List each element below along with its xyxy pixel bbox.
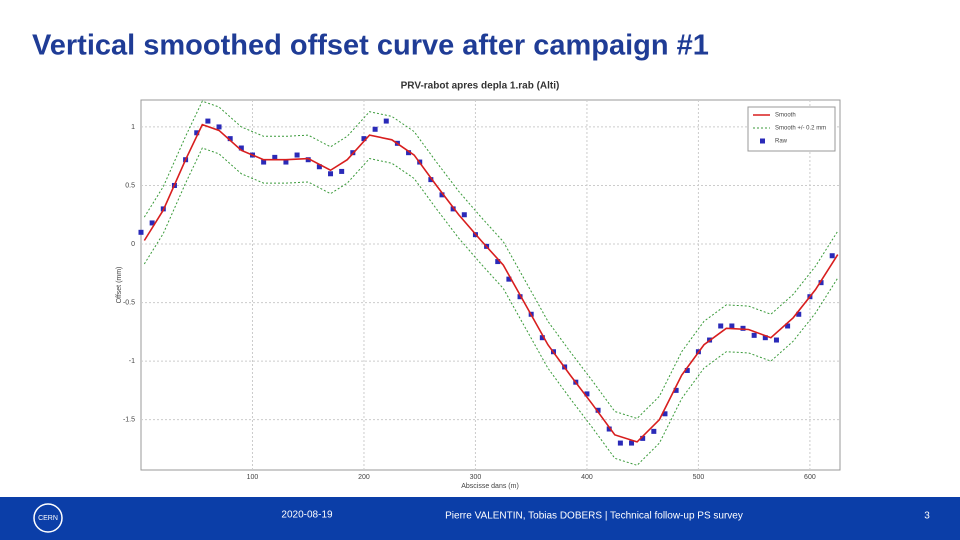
raw-point: [339, 168, 345, 174]
raw-point: [673, 387, 679, 393]
x-tick-label: 500: [693, 474, 705, 481]
y-axis-label: Offset (mm): [116, 267, 123, 304]
raw-point: [194, 130, 200, 136]
raw-point: [773, 337, 779, 343]
raw-point: [751, 332, 757, 338]
raw-point: [595, 407, 601, 413]
raw-point: [294, 152, 300, 158]
raw-point: [495, 259, 501, 265]
raw-point: [740, 325, 746, 331]
slide-title: Vertical smoothed offset curve after cam…: [32, 30, 709, 62]
logo: CERN: [38, 515, 58, 522]
y-tick-label: 0: [131, 241, 135, 248]
raw-point: [261, 159, 267, 165]
raw-point: [606, 426, 612, 432]
raw-point: [428, 177, 434, 183]
raw-point: [149, 220, 155, 226]
page-number: 3: [924, 511, 930, 522]
raw-point: [383, 118, 389, 124]
smooth-line: [143, 123, 839, 443]
raw-point: [785, 323, 791, 329]
raw-point: [629, 440, 635, 446]
raw-point: [316, 164, 322, 170]
legend-label: Raw: [775, 139, 788, 145]
band-lower: [143, 147, 839, 466]
raw-point: [461, 212, 467, 218]
raw-point: [539, 335, 545, 341]
x-tick-label: 600: [804, 474, 816, 481]
legend-swatch: [760, 138, 765, 144]
raw-point: [517, 294, 523, 300]
raw-point: [227, 136, 233, 142]
logo-ring: [33, 503, 63, 533]
raw-point: [729, 323, 735, 329]
y-tick-label: -1: [129, 358, 135, 365]
raw-point: [640, 435, 646, 441]
raw-point: [361, 136, 367, 142]
chart-title: PRV-rabot apres depla 1.rab (Alti): [401, 81, 560, 92]
raw-point: [216, 124, 222, 130]
raw-point: [238, 145, 244, 151]
x-axis-label: Abscisse dans (m): [461, 483, 519, 490]
raw-point: [138, 229, 144, 235]
plot-area: [140, 99, 841, 471]
y-tick-label: 0.5: [125, 182, 135, 189]
raw-point: [584, 391, 590, 397]
x-tick-label: 400: [581, 474, 593, 481]
y-tick-label: 1: [131, 124, 135, 131]
x-tick-label: 300: [470, 474, 482, 481]
raw-point: [684, 367, 690, 373]
footer-bar: [0, 497, 960, 540]
raw-point: [328, 171, 334, 177]
raw-point: [372, 126, 378, 132]
raw-point: [205, 118, 211, 124]
band-upper: [143, 100, 839, 420]
y-tick-label: -1.5: [123, 416, 135, 423]
raw-point: [305, 157, 311, 163]
x-tick-label: 100: [247, 474, 259, 481]
legend-label: Smooth +/- 0.2 mm: [775, 126, 826, 132]
raw-point: [662, 411, 668, 417]
x-tick-label: 200: [358, 474, 370, 481]
raw-point: [762, 335, 768, 341]
legend-label: Smooth: [775, 113, 796, 119]
raw-point: [272, 154, 278, 160]
raw-point: [818, 280, 824, 286]
footer-text: Pierre VALENTIN, Tobias DOBERS | Technic…: [445, 511, 743, 522]
raw-point: [796, 311, 802, 317]
raw-point: [439, 192, 445, 198]
raw-point: [829, 253, 835, 259]
raw-point: [617, 440, 623, 446]
raw-point: [450, 206, 456, 212]
raw-point: [651, 428, 657, 434]
raw-point: [283, 159, 289, 165]
footer-date: 2020-08-19: [281, 510, 333, 521]
y-tick-label: -0.5: [123, 299, 135, 306]
raw-point: [506, 276, 512, 282]
raw-point: [718, 323, 724, 329]
raw-point: [406, 150, 412, 156]
